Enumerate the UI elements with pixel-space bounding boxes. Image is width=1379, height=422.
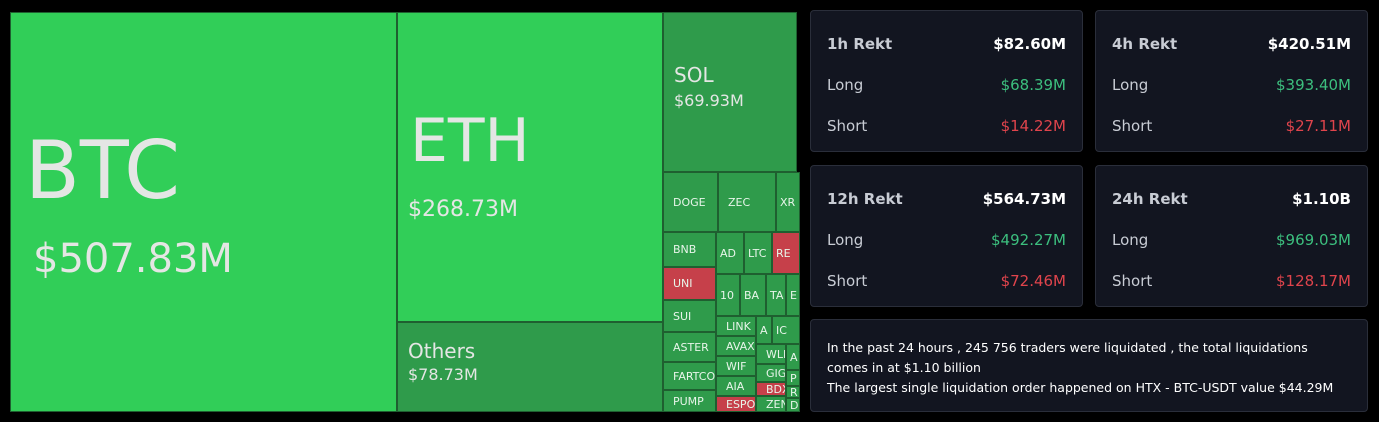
treemap-tile: 10 [716,274,740,316]
long-row: Long $492.27M [827,231,1066,249]
treemap-tile: PUMP [663,390,716,412]
tile-value: $78.73M [408,365,478,384]
long-row: Long $393.40M [1112,76,1351,94]
card-title: 1h Rekt [827,35,893,53]
tile-value: $69.93M [674,91,744,110]
summary-card: In the past 24 hours , 245 756 traders w… [810,319,1368,412]
treemap-tile: Others $78.73M [397,322,663,412]
treemap-tile: LINK [716,316,756,336]
card-header: 12h Rekt $564.73M [827,190,1066,208]
card-header: 4h Rekt $420.51M [1112,35,1351,53]
treemap-tile: BDX [756,382,786,396]
long-value: $492.27M [991,231,1066,249]
treemap-tile: WLI [756,344,786,364]
treemap-tile: BNB [663,232,716,267]
short-value: $72.46M [1000,272,1066,290]
short-row: Short $27.11M [1112,117,1351,135]
card-header: 24h Rekt $1.10B [1112,190,1351,208]
tile-label: Others [408,339,476,363]
stat-card: 4h Rekt $420.51M Long $393.40M Short $27.11M [1095,10,1368,152]
treemap-tile: BA [740,274,766,316]
treemap-tile: P [786,370,800,386]
summary-line: In the past 24 hours , 245 756 traders w… [827,340,1308,375]
long-label: Long [1112,76,1149,94]
card-total: $82.60M [993,35,1066,53]
treemap-tile: FARTCO [663,362,716,390]
long-row: Long $969.03M [1112,231,1351,249]
treemap-tile: IC [772,316,800,344]
tile-label: SOL [674,63,714,87]
long-value: $393.40M [1276,76,1351,94]
tile-label: ETH [410,106,530,176]
card-total: $564.73M [982,190,1066,208]
treemap-tile: BTC $507.83M [10,12,397,412]
summary-line: The largest single liquidation order hap… [827,380,1334,395]
treemap-tile: ZEN [756,396,786,412]
short-value: $14.22M [1000,117,1066,135]
tile-label: BTC [25,124,180,217]
treemap-tile: D [786,398,800,412]
treemap-tile: XR [776,172,800,232]
treemap-tile: GIG [756,364,786,382]
long-value: $68.39M [1000,76,1066,94]
long-row: Long $68.39M [827,76,1066,94]
card-total: $1.10B [1292,190,1351,208]
card-total: $420.51M [1267,35,1351,53]
treemap-tile: UNI [663,267,716,300]
tile-value: $268.73M [408,197,518,222]
stat-card: 1h Rekt $82.60M Long $68.39M Short $14.22M [810,10,1083,152]
long-label: Long [827,231,864,249]
treemap-tile: A [756,316,772,344]
short-row: Short $14.22M [827,117,1066,135]
short-label: Short [827,117,868,135]
treemap-tile: A [786,344,800,370]
treemap-tile: ESPO [716,396,756,412]
short-value: $128.17M [1276,272,1351,290]
treemap-tile: AIA [716,376,756,396]
card-title: 24h Rekt [1112,190,1188,208]
card-header: 1h Rekt $82.60M [827,35,1066,53]
treemap-tile: DOGE [663,172,718,232]
stat-card: 24h Rekt $1.10B Long $969.03M Short $128.17M [1095,165,1368,307]
short-row: Short $128.17M [1112,272,1351,290]
short-label: Short [1112,117,1153,135]
tile-value: $507.83M [33,236,233,282]
stat-card: 12h Rekt $564.73M Long $492.27M Short $72.46M [810,165,1083,307]
long-label: Long [1112,231,1149,249]
treemap-tile: E [786,274,800,316]
short-label: Short [1112,272,1153,290]
treemap-tile: ZEC [718,172,776,232]
treemap-tile: ASTER [663,332,716,362]
long-label: Long [827,76,864,94]
treemap-tile: AD [716,232,744,274]
short-label: Short [827,272,868,290]
short-value: $27.11M [1285,117,1351,135]
treemap-tile: SOL $69.93M [663,12,797,172]
treemap-tile: LTC [744,232,772,274]
long-value: $969.03M [1276,231,1351,249]
card-title: 12h Rekt [827,190,903,208]
short-row: Short $72.46M [827,272,1066,290]
treemap-tile: WIF [716,356,756,376]
card-title: 4h Rekt [1112,35,1178,53]
treemap-tile: TA [766,274,786,316]
treemap-tile: SUI [663,300,716,332]
treemap-tile: AVAX [716,336,756,356]
treemap-tile: ETH $268.73M [397,12,663,322]
treemap-tile: R [786,386,800,398]
treemap-tile: RE [772,232,800,274]
